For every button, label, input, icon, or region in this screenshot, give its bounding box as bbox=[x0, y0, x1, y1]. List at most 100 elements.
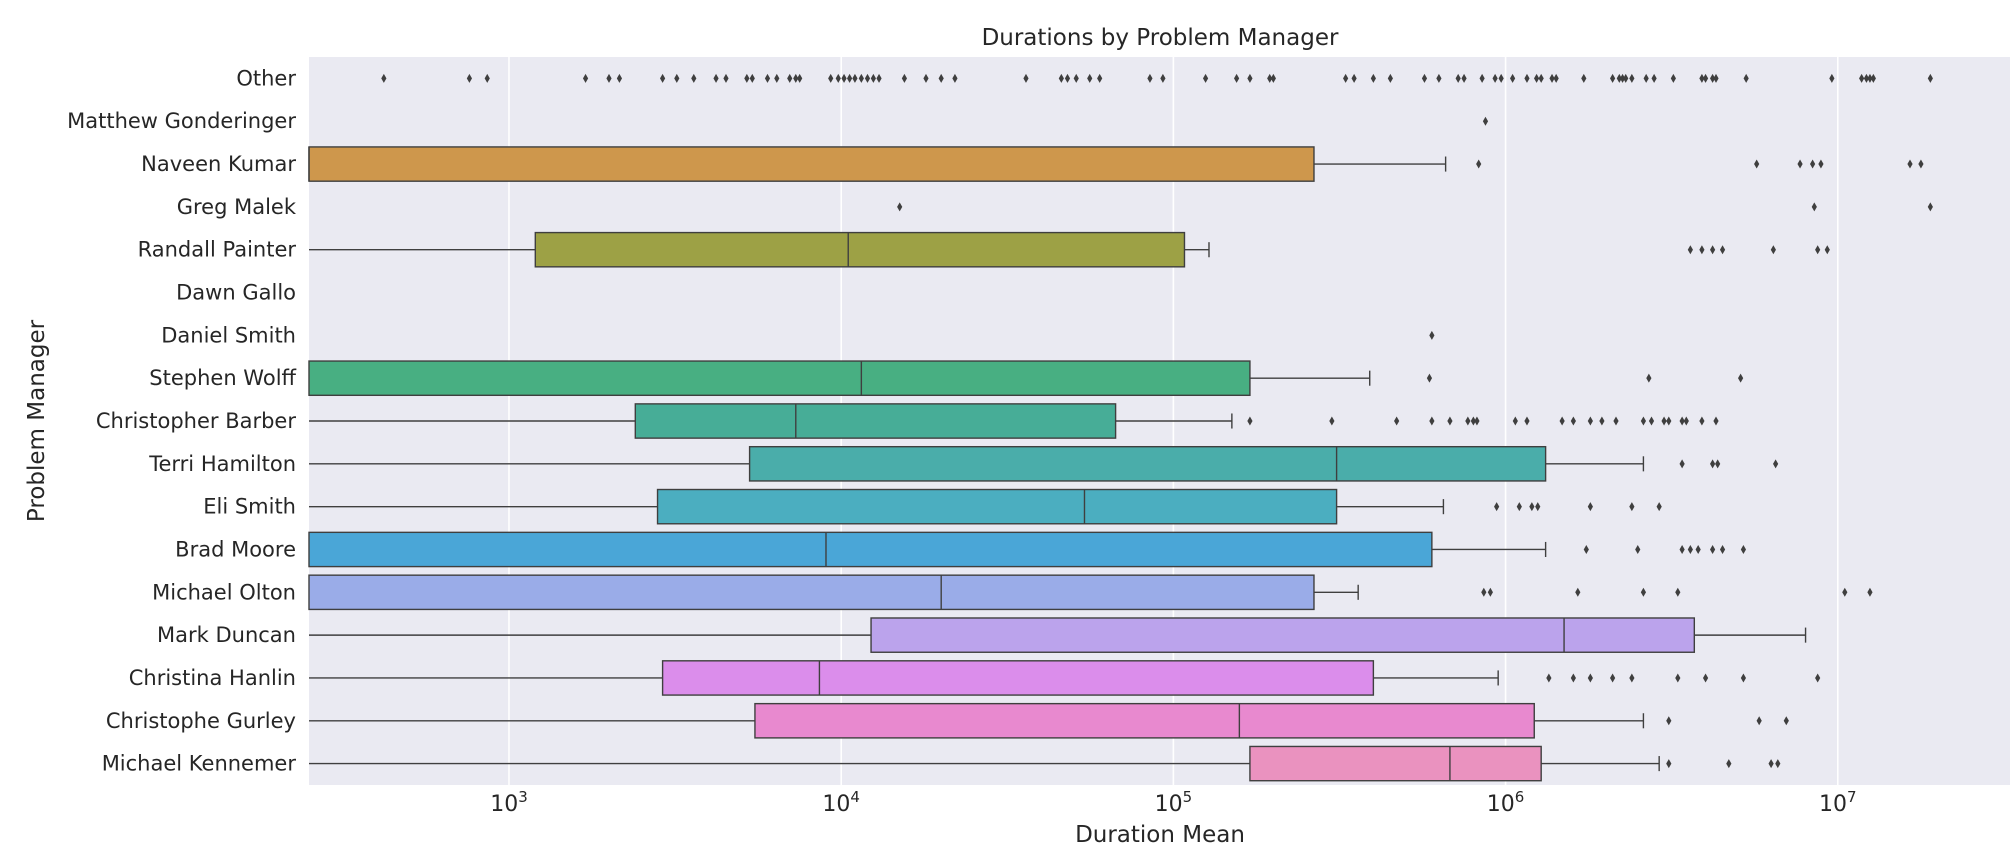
outlier-point bbox=[1247, 73, 1253, 83]
outlier-point bbox=[1867, 587, 1873, 597]
box-row bbox=[308, 574, 1873, 611]
outlier-point bbox=[1666, 759, 1672, 769]
outlier-point bbox=[1773, 459, 1779, 469]
x-tick-label: 105 bbox=[1155, 788, 1193, 817]
outlier-point bbox=[846, 73, 853, 83]
outlier-point bbox=[1587, 673, 1593, 683]
outlier-point bbox=[1679, 544, 1685, 554]
outlier-point bbox=[691, 73, 697, 83]
outlier-point bbox=[1640, 587, 1647, 597]
x-tick-label: 104 bbox=[822, 788, 860, 817]
iqr-box bbox=[308, 574, 1315, 611]
box-row bbox=[309, 617, 1807, 653]
iqr-box bbox=[1249, 745, 1542, 782]
outlier-point bbox=[1619, 73, 1626, 83]
outlier-point bbox=[1629, 673, 1635, 683]
outlier-point bbox=[1643, 73, 1649, 83]
box-row bbox=[309, 660, 1821, 696]
outlier-point bbox=[952, 73, 958, 83]
outlier-point bbox=[1516, 502, 1522, 512]
outlier-point bbox=[1429, 416, 1435, 426]
outlier-point bbox=[870, 73, 876, 83]
y-tick-label: Greg Malek bbox=[177, 195, 297, 219]
outlier-point bbox=[1575, 587, 1581, 597]
outlier-point bbox=[841, 73, 847, 83]
outlier-point bbox=[1687, 245, 1693, 255]
outlier-point bbox=[1583, 544, 1589, 554]
outlier-point bbox=[1097, 73, 1103, 83]
iqr-box bbox=[754, 702, 1535, 739]
outlier-point bbox=[797, 73, 803, 83]
outlier-point bbox=[1699, 73, 1705, 83]
outlier-point bbox=[1738, 373, 1744, 383]
outlier-point bbox=[1553, 73, 1559, 83]
outlier-point bbox=[1710, 245, 1716, 255]
outlier-point bbox=[1629, 73, 1635, 83]
outlier-point bbox=[1775, 759, 1781, 769]
outlier-point bbox=[923, 73, 929, 83]
outlier-point bbox=[1616, 73, 1622, 83]
iqr-box bbox=[308, 146, 1315, 182]
outlier-point bbox=[606, 73, 612, 83]
y-tick-label: Stephen Wolff bbox=[149, 366, 296, 390]
outlier-point bbox=[1719, 544, 1726, 554]
iqr-box bbox=[308, 531, 1433, 568]
outlier-point bbox=[1679, 416, 1685, 426]
outlier-point bbox=[744, 73, 750, 83]
x-tick-labels: 103 104 105 106 107 bbox=[490, 788, 1856, 817]
outlier-point bbox=[1570, 416, 1576, 426]
x-axis-label: Duration Mean bbox=[1075, 822, 1245, 848]
outlier-point bbox=[1656, 502, 1662, 512]
outlier-point bbox=[660, 73, 666, 83]
outlier-point bbox=[1719, 245, 1726, 255]
iqr-box bbox=[661, 660, 1375, 696]
outlier-point bbox=[1524, 73, 1530, 83]
y-tick-label: Matthew Gonderinger bbox=[67, 109, 296, 133]
y-tick-label: Christophe Gurley bbox=[106, 709, 296, 733]
outlier-point bbox=[1646, 373, 1652, 383]
outlier-point bbox=[1524, 416, 1530, 426]
outlier-point bbox=[674, 73, 680, 83]
outlier-point bbox=[1695, 544, 1701, 554]
box-row bbox=[1429, 330, 1435, 340]
outlier-point bbox=[1702, 73, 1709, 83]
outlier-point bbox=[1147, 73, 1153, 83]
outlier-point bbox=[1918, 159, 1924, 169]
outlier-point bbox=[1587, 502, 1593, 512]
outlier-point bbox=[749, 73, 755, 83]
outlier-point bbox=[1743, 73, 1749, 83]
y-tick-label: Christopher Barber bbox=[96, 409, 296, 433]
outlier-point bbox=[1535, 502, 1541, 512]
outlier-point bbox=[1927, 202, 1933, 212]
outlier-point bbox=[828, 73, 834, 83]
outlier-point bbox=[1510, 73, 1516, 83]
outlier-point bbox=[1498, 73, 1504, 83]
outlier-point bbox=[1613, 416, 1619, 426]
y-tick-label: Mark Duncan bbox=[157, 623, 296, 647]
outlier-point bbox=[1675, 673, 1681, 683]
outlier-point bbox=[484, 73, 490, 83]
outlier-point bbox=[1683, 416, 1689, 426]
outlier-point bbox=[1465, 416, 1471, 426]
y-tick-label: Dawn Gallo bbox=[176, 281, 296, 305]
outlier-point bbox=[1815, 245, 1821, 255]
x-tick-label: 107 bbox=[1819, 788, 1857, 817]
outlier-point bbox=[1476, 159, 1482, 169]
outlier-point bbox=[1740, 544, 1747, 554]
outlier-point bbox=[1867, 73, 1873, 83]
outlier-point bbox=[1666, 716, 1672, 726]
outlier-point bbox=[1710, 544, 1716, 554]
outlier-point bbox=[1859, 73, 1865, 83]
outlier-point bbox=[876, 73, 882, 83]
x-tick-label: 103 bbox=[490, 788, 528, 817]
outlier-point bbox=[1713, 73, 1719, 83]
outlier-point bbox=[1343, 73, 1349, 83]
outlier-point bbox=[1726, 759, 1732, 769]
box-row bbox=[381, 73, 1933, 83]
outlier-point bbox=[1824, 245, 1830, 255]
outlier-point bbox=[852, 73, 858, 83]
outlier-point bbox=[1421, 73, 1428, 83]
outlier-point bbox=[1533, 73, 1540, 83]
outlier-point bbox=[787, 73, 793, 83]
outlier-point bbox=[1267, 73, 1273, 83]
